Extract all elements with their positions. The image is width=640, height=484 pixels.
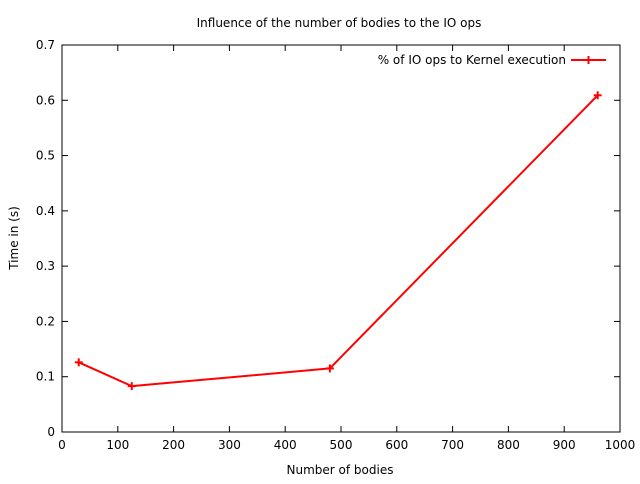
data-point xyxy=(325,364,334,373)
x-tick-label: 300 xyxy=(218,438,241,452)
y-tick-label: 0.7 xyxy=(36,38,55,52)
y-axis: 0 0.1 0.2 0.3 0.4 0.5 0.6 0.7 xyxy=(36,38,620,439)
x-tick-label: 0 xyxy=(58,438,66,452)
y-tick-label: 0.3 xyxy=(36,259,55,273)
x-tick-label: 200 xyxy=(162,438,185,452)
x-axis: 0 100 200 300 400 500 600 700 800 900 1000 xyxy=(58,45,635,452)
x-tick-label: 700 xyxy=(441,438,464,452)
series-line xyxy=(78,94,599,388)
y-tick-label: 0.6 xyxy=(36,93,55,107)
legend-label: % of IO ops to Kernel execution xyxy=(378,53,566,67)
legend: % of IO ops to Kernel execution xyxy=(378,53,606,67)
y-axis-label: Time in (s) xyxy=(7,206,21,271)
data-point xyxy=(127,382,136,391)
y-tick-label: 0.2 xyxy=(36,314,55,328)
x-tick-label: 900 xyxy=(553,438,576,452)
plot-border xyxy=(61,44,621,433)
data-point xyxy=(593,91,602,100)
x-axis-label: Number of bodies xyxy=(287,463,394,477)
chart-title: Influence of the number of bodies to the… xyxy=(197,16,482,30)
x-tick-label: 400 xyxy=(274,438,297,452)
x-tick-label: 500 xyxy=(330,438,353,452)
x-tick-label: 1000 xyxy=(605,438,636,452)
series-layer xyxy=(74,91,602,391)
y-tick-label: 0.4 xyxy=(36,204,55,218)
y-tick-label: 0.5 xyxy=(36,149,55,163)
x-tick-label: 600 xyxy=(385,438,408,452)
x-tick-label: 100 xyxy=(106,438,129,452)
x-tick-label: 800 xyxy=(497,438,520,452)
legend-marker xyxy=(584,56,593,64)
y-tick-label: 0.1 xyxy=(36,370,55,384)
y-tick-label: 0 xyxy=(47,425,55,439)
data-point xyxy=(74,358,83,367)
plot-frame xyxy=(61,44,621,433)
